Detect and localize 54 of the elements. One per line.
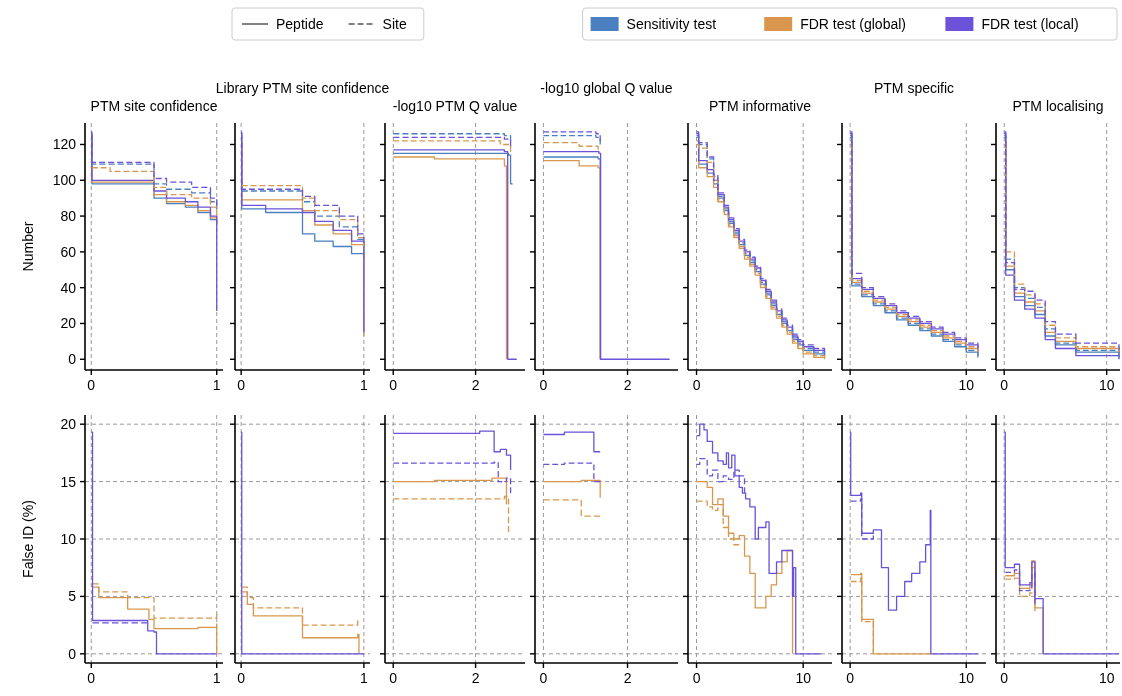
y-tick-label: 40: [60, 279, 77, 296]
x-tick-label: 0: [87, 377, 96, 393]
x-tick-label: 0: [389, 670, 398, 686]
y-tick-label: 5: [68, 588, 77, 605]
y-axis-title: Number: [20, 221, 36, 272]
x-tick-label: 0: [846, 670, 855, 686]
x-tick-label: 10: [1098, 377, 1115, 393]
x-tick-label: 1: [359, 377, 368, 393]
x-tick-label: 1: [359, 670, 368, 686]
y-tick-label: 80: [60, 208, 77, 225]
x-tick-label: 1: [212, 670, 221, 686]
x-tick-label: 0: [389, 377, 398, 393]
x-tick-label: 0: [846, 377, 855, 393]
chart-title: -log10 PTM Q value: [392, 98, 518, 114]
text: Site: [382, 16, 407, 32]
y-tick-label: 20: [60, 416, 77, 433]
y-tick-label: 20: [60, 315, 77, 332]
x-tick-label: 2: [623, 670, 632, 686]
x-tick-label: 2: [471, 377, 480, 393]
x-tick-label: 10: [958, 670, 975, 686]
x-tick-label: 0: [237, 670, 246, 686]
x-tick-label: 0: [1000, 377, 1009, 393]
y-tick-label: 10: [60, 531, 77, 547]
x-tick-label: 0: [692, 377, 701, 393]
chart-title: PTM site confidence: [90, 98, 218, 114]
chart-title: Library PTM site confidence: [215, 80, 390, 96]
x-tick-label: 10: [1098, 670, 1115, 686]
x-tick-label: 0: [539, 377, 548, 393]
x-tick-label: 0: [237, 377, 246, 393]
y-tick-label: 100: [52, 172, 77, 189]
y-tick-label: 15: [60, 473, 77, 490]
legend-label: FDR test (local): [981, 16, 1079, 32]
y-tick-label: 60: [60, 243, 77, 260]
x-tick-label: 10: [958, 377, 975, 393]
chart-title: PTM localising: [1012, 98, 1104, 114]
x-tick-label: 10: [795, 670, 812, 686]
legend-label: FDR test (global): [800, 16, 907, 32]
x-tick-label: 0: [539, 670, 548, 686]
y-axis-title: False ID (%): [20, 500, 36, 578]
x-tick-label: 1: [212, 377, 221, 393]
x-tick-label: 0: [692, 670, 701, 686]
y-tick-label: 0: [68, 645, 77, 662]
chart-title: PTM informative: [709, 98, 812, 114]
y-tick-label: 0: [68, 351, 77, 368]
x-tick-label: 2: [471, 670, 480, 686]
text: Peptide: [276, 16, 324, 32]
chart-title: -log10 global Q value: [540, 80, 673, 96]
legend-label: Sensitivity test: [626, 16, 717, 32]
x-tick-label: 0: [1000, 670, 1009, 686]
x-tick-label: 10: [795, 377, 812, 393]
x-tick-label: 0: [87, 670, 96, 686]
x-tick-label: 2: [623, 377, 632, 393]
y-tick-label: 120: [52, 136, 77, 153]
chart-title: PTM specific: [873, 80, 955, 96]
